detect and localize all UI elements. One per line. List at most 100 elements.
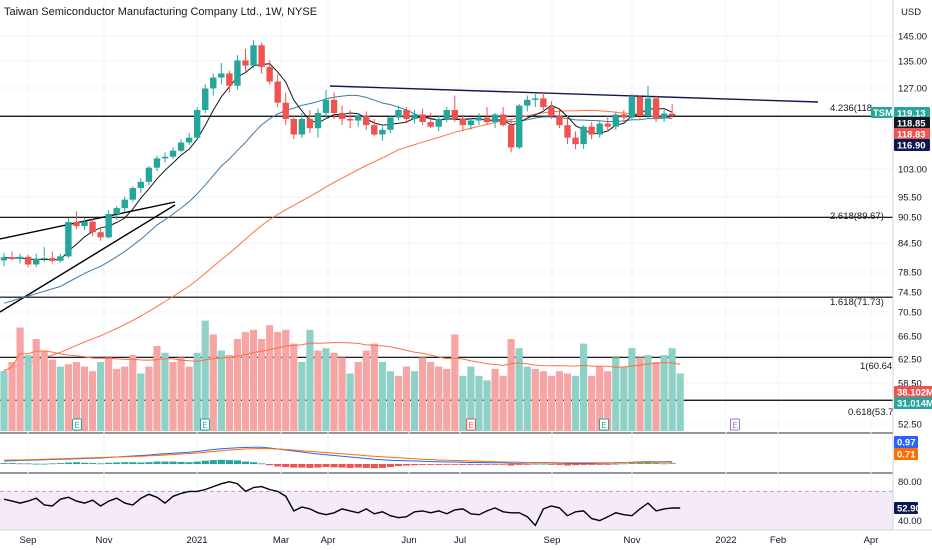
y-tick-label: 74.50 <box>898 288 922 299</box>
volume-tag <box>894 397 932 409</box>
volume-bar <box>56 366 64 431</box>
candle-body <box>322 99 330 113</box>
rsi-tag-text: 52.90 <box>897 504 921 515</box>
symbol-tag-text: TSM <box>873 108 893 119</box>
macd-histogram-bar <box>443 464 451 465</box>
x-tick-label: Sep <box>20 535 37 546</box>
volume-bar <box>121 366 129 431</box>
volume-bar <box>668 348 676 431</box>
macd-histogram-bar <box>563 464 572 466</box>
y-tick-label: 52.50 <box>898 420 922 431</box>
price-tag <box>894 139 930 151</box>
macd-histogram-bar <box>612 463 620 465</box>
candle-body <box>346 119 354 121</box>
volume-bar <box>290 343 298 431</box>
candle-body <box>298 119 306 135</box>
macd-histogram-bar <box>588 464 596 465</box>
x-tick-label: Jul <box>454 535 466 546</box>
fib-level-label: 1.618(71.73) <box>830 297 884 308</box>
y-tick-label: 66.50 <box>898 332 922 343</box>
volume-tag-text: 31.014M <box>897 399 932 410</box>
candle-body <box>668 113 676 116</box>
candle-body <box>314 112 322 129</box>
candle-body <box>636 96 644 116</box>
candle-body <box>403 110 410 120</box>
candle-body <box>210 77 217 89</box>
macd-histogram-bar <box>298 464 306 468</box>
time-axis-bg <box>0 530 932 550</box>
y-tick-label: 58.50 <box>898 379 922 390</box>
volume-bar <box>282 329 290 431</box>
earnings-icon <box>466 418 476 431</box>
volume-bar <box>32 339 40 431</box>
macd-histogram-bar <box>660 463 668 465</box>
macd-histogram-bar <box>56 463 64 464</box>
x-tick-label: Feb <box>770 535 786 546</box>
moving-average-fast <box>3 63 673 261</box>
volume-bar <box>40 350 48 431</box>
candle-body <box>459 119 467 126</box>
candle-body <box>202 88 209 111</box>
volume-bar <box>88 371 97 431</box>
volume-bar <box>467 366 475 431</box>
candle-body <box>427 122 434 127</box>
macd-histogram-bar <box>652 463 660 464</box>
macd-histogram-bar <box>547 464 555 465</box>
macd-histogram-bar <box>193 461 201 464</box>
macd-histogram-bar <box>491 464 499 465</box>
volume-bar <box>113 368 121 431</box>
candle-body <box>8 257 16 260</box>
currency-label[interactable]: USD <box>901 7 921 18</box>
volume-bar <box>628 348 636 431</box>
macd-histogram-bar <box>233 460 242 464</box>
macd-histogram-bar <box>628 463 636 464</box>
chart-title: Taiwan Semiconductor Manufacturing Compa… <box>4 6 317 18</box>
candle-body <box>290 119 297 135</box>
candle-body <box>507 125 515 148</box>
macd-histogram-bar <box>604 464 612 465</box>
time-axis[interactable]: Sep Nov 2021 Mar Apr Jun Jul Sep Nov 2022 Feb Apr <box>0 529 932 550</box>
volume-bar <box>531 368 539 431</box>
volume-bar <box>97 362 105 431</box>
price-axis[interactable]: 145.00 135.00 127.00 103.00 95.50 90.50 84.50 7… <box>871 0 932 550</box>
candle-body <box>451 110 458 120</box>
candle-body <box>97 232 104 238</box>
price-tag <box>894 117 930 129</box>
y-tick-label: 103.00 <box>898 165 927 176</box>
volume-bar <box>636 357 644 431</box>
x-tick-label: Nov <box>624 535 641 546</box>
macd-histogram-bar <box>153 461 161 464</box>
macd-histogram-bar <box>507 464 515 466</box>
macd-histogram-bar <box>402 464 411 466</box>
macd-histogram-bar <box>129 462 137 464</box>
candle-body <box>177 142 185 151</box>
macd-histogram-bar <box>338 464 346 468</box>
macd-histogram-bar <box>121 462 129 464</box>
volume-bar <box>169 362 177 431</box>
candle-body <box>266 66 273 82</box>
macd-histogram-bar <box>410 464 419 466</box>
macd-histogram-bar <box>201 460 209 464</box>
candle-body <box>121 199 128 209</box>
macd-histogram-bar <box>24 463 32 465</box>
candle-body <box>306 119 314 129</box>
macd-histogram-bar <box>274 464 282 467</box>
volume-bar <box>435 366 443 431</box>
macd-histogram-bar <box>596 464 604 465</box>
candle-body <box>250 45 257 66</box>
price-pane[interactable]: 4.236(118. 2.618(89.67) 1.618(71.73) 1(60.6… <box>0 40 902 418</box>
candle-body <box>660 113 668 119</box>
volume-bar <box>105 357 113 431</box>
macd-histogram-bar <box>451 464 459 465</box>
macd-histogram-bar <box>32 463 40 465</box>
volume-bar <box>596 366 604 431</box>
moving-average-slow <box>3 109 673 371</box>
macd-histogram-bar <box>161 461 169 464</box>
volume-bar <box>571 375 580 431</box>
candle-body <box>467 120 475 126</box>
volume-bar <box>137 373 145 431</box>
candle-body <box>145 167 153 182</box>
price-tag-text: 116.90 <box>897 141 926 152</box>
